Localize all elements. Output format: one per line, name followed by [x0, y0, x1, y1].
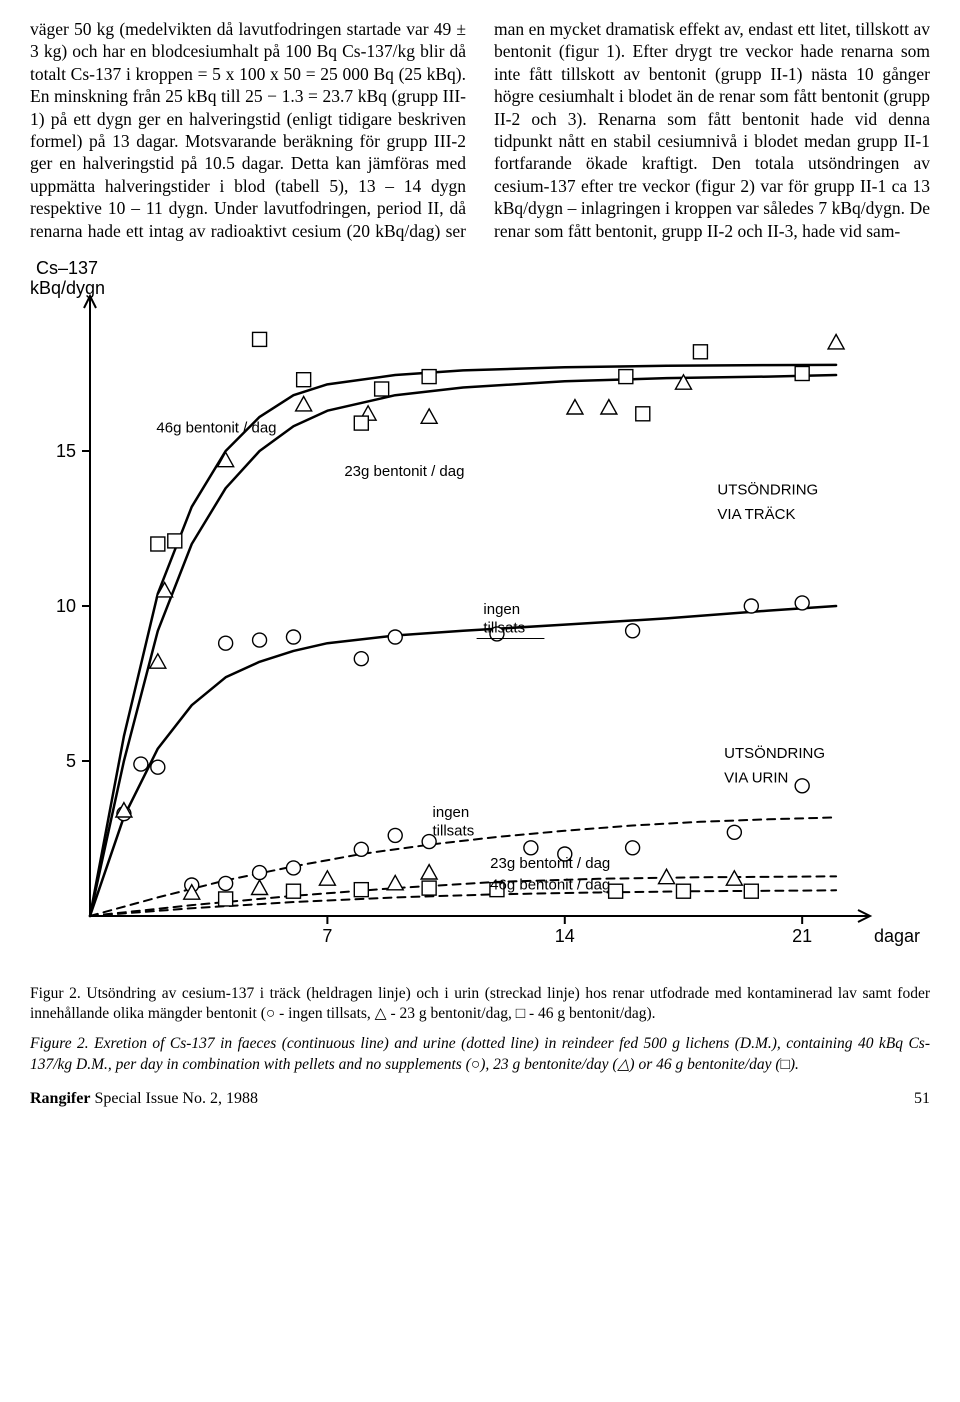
caption-sv-lead: Figur 2.	[30, 985, 81, 1002]
svg-text:VIA URIN: VIA URIN	[724, 770, 788, 787]
svg-text:tillsats: tillsats	[483, 619, 525, 636]
svg-text:ingen: ingen	[483, 601, 520, 618]
svg-text:7: 7	[322, 926, 332, 946]
caption-swedish: Figur 2. Utsöndring av cesium-137 i träc…	[30, 984, 930, 1024]
caption-en-lead: Figure 2.	[30, 1035, 89, 1052]
svg-text:10: 10	[56, 596, 76, 616]
journal-ref: Rangifer Special Issue No. 2, 1988	[30, 1090, 258, 1108]
svg-text:tillsats: tillsats	[433, 822, 475, 839]
svg-text:Cs–137: Cs–137	[36, 258, 98, 278]
svg-text:15: 15	[56, 441, 76, 461]
caption-english: Figure 2. Exretion of Cs-137 in faeces (…	[30, 1034, 930, 1076]
caption-en-body: Exretion of Cs-137 in faeces (continuous…	[30, 1035, 930, 1073]
svg-text:46g bentonit / dag: 46g bentonit / dag	[156, 419, 276, 436]
caption-sv-body: Utsöndring av cesium-137 i träck (heldra…	[30, 985, 930, 1022]
svg-text:ingen: ingen	[433, 804, 470, 821]
svg-text:UTSÖNDRING: UTSÖNDRING	[724, 744, 825, 762]
svg-text:UTSÖNDRING: UTSÖNDRING	[717, 480, 818, 498]
svg-text:23g bentonit / dag: 23g bentonit / dag	[490, 855, 610, 872]
svg-text:5: 5	[66, 751, 76, 771]
chart-svg: 5 10 15 7 14 21 Cs–137kBq/dygn dagar 46g bentoni…	[30, 256, 930, 976]
journal-name: Rangifer	[30, 1090, 90, 1107]
page-footer: Rangifer Special Issue No. 2, 1988 51	[30, 1090, 930, 1108]
page-number: 51	[914, 1090, 930, 1108]
journal-issue: Special Issue No. 2, 1988	[90, 1090, 258, 1107]
svg-text:VIA TRÄCK: VIA TRÄCK	[717, 506, 795, 523]
svg-text:14: 14	[555, 926, 575, 946]
body-text: väger 50 kg (medelvikten då lavutfodring…	[30, 18, 930, 242]
svg-text:21: 21	[792, 926, 812, 946]
svg-text:kBq/dygn: kBq/dygn	[30, 278, 105, 298]
svg-text:46g bentonit / dag: 46g bentonit / dag	[490, 877, 610, 894]
svg-text:dagar: dagar	[874, 926, 920, 946]
figure-2-chart: 5 10 15 7 14 21 Cs–137kBq/dygn dagar 46g bentoni…	[30, 256, 930, 976]
svg-text:23g bentonit / dag: 23g bentonit / dag	[344, 463, 464, 480]
